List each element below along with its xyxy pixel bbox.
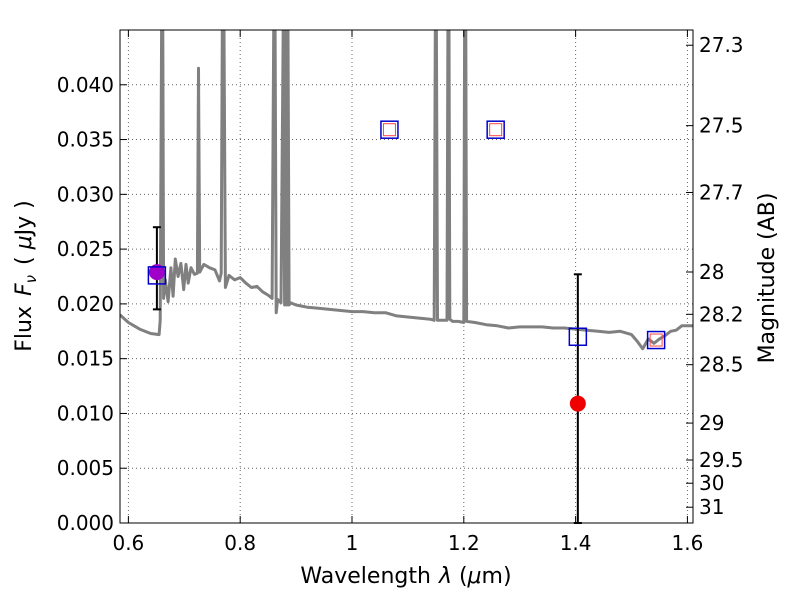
y-tick-label: 0.040 <box>57 73 114 97</box>
y2-tick-label: 28.5 <box>699 353 744 377</box>
y-tick-label: 0.000 <box>57 511 114 535</box>
x-tick-label: 0.6 <box>112 531 144 555</box>
model-square <box>568 327 588 347</box>
model-square <box>646 330 666 350</box>
x-tick-label: 1 <box>346 531 359 555</box>
synthetic-square <box>489 123 503 137</box>
y2-tick-label: 30 <box>699 471 724 495</box>
grid <box>120 30 693 524</box>
synthetic-square <box>382 123 396 137</box>
y-tick-label: 0.020 <box>57 292 114 316</box>
y-tick-label: 0.030 <box>57 182 114 206</box>
y2-tick-label: 27.7 <box>699 180 744 204</box>
axis-tick-labels: 0.6 0.8 1 1.2 1.4 1.6 0.000 0.005 0.010 0.015 0.02… <box>57 33 744 555</box>
x-axis-label: Wavelength λ (μm) <box>300 564 511 589</box>
x-tick-label: 1.6 <box>672 531 704 555</box>
observed-point <box>569 395 586 412</box>
axis-ticks <box>120 30 693 524</box>
y2-axis-label: Magnitude (AB) <box>755 193 780 364</box>
y2-tick-label: 31 <box>699 495 724 519</box>
y-tick-label: 0.015 <box>57 347 114 371</box>
photometry-markers <box>147 120 666 524</box>
y-tick-label: 0.010 <box>57 401 114 425</box>
y2-tick-label: 29 <box>699 411 724 435</box>
y-tick-label: 0.035 <box>57 128 114 152</box>
x-tick-label: 1.2 <box>448 531 480 555</box>
y-tick-label: 0.025 <box>57 237 114 261</box>
x-tick-label: 0.8 <box>224 531 256 555</box>
y2-tick-label: 27.5 <box>699 114 744 138</box>
y-axis-label: FluxFν( μJy ) <box>12 200 40 351</box>
y-tick-label: 0.005 <box>57 456 114 480</box>
observed-point <box>148 264 165 281</box>
y2-tick-label: 28 <box>699 260 724 284</box>
spectrum-line <box>120 30 693 351</box>
model-square <box>486 120 505 139</box>
x-tick-label: 1.4 <box>560 531 592 555</box>
y2-tick-label: 29.5 <box>699 448 744 472</box>
spectrum-series <box>120 30 693 351</box>
synthetic-square <box>649 333 663 347</box>
model-square <box>380 120 399 139</box>
model-square <box>147 266 167 285</box>
y2-tick-label: 27.3 <box>699 33 744 57</box>
y2-tick-label: 28.2 <box>699 302 744 326</box>
plot-frame <box>119 29 694 524</box>
